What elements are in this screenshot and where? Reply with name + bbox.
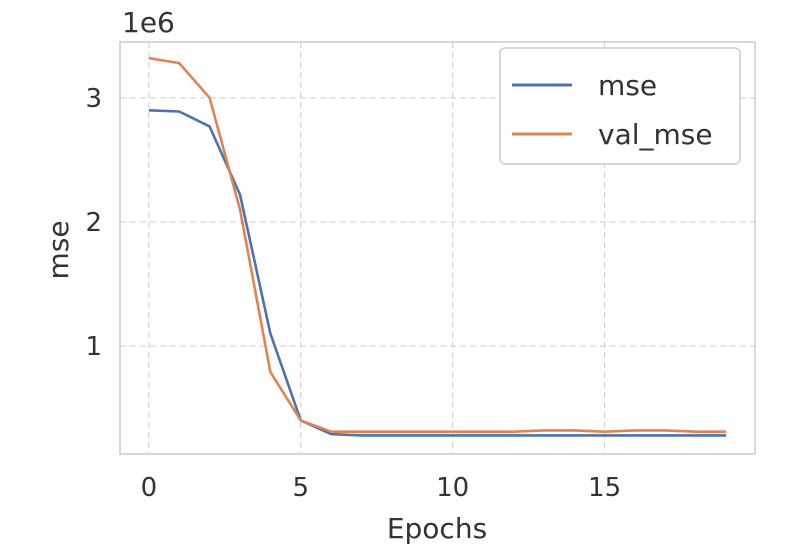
x-tick-label: 5 [293,473,310,503]
y-tick-labels: 1 2 3 [85,84,102,362]
x-tick-label: 0 [141,473,158,503]
y-tick-label: 2 [85,208,102,238]
y-offset-label: 1e6 [122,6,175,39]
legend: mse val_mse [499,47,741,165]
grid [120,42,755,454]
y-axis-label: mse [42,220,75,279]
legend-label-val-mse: val_mse [598,118,713,151]
series-line-mse [148,109,727,437]
x-tick-label: 15 [588,473,621,503]
x-axis-label: Epochs [387,512,487,545]
x-tick-labels: 0 5 10 15 [141,473,622,503]
legend-label-mse: mse [598,69,657,102]
y-tick-label: 1 [85,332,102,362]
series-line-val-mse [148,56,727,434]
series-lines [148,56,727,437]
x-tick-label: 10 [436,473,469,503]
y-tick-label: 3 [85,84,102,114]
